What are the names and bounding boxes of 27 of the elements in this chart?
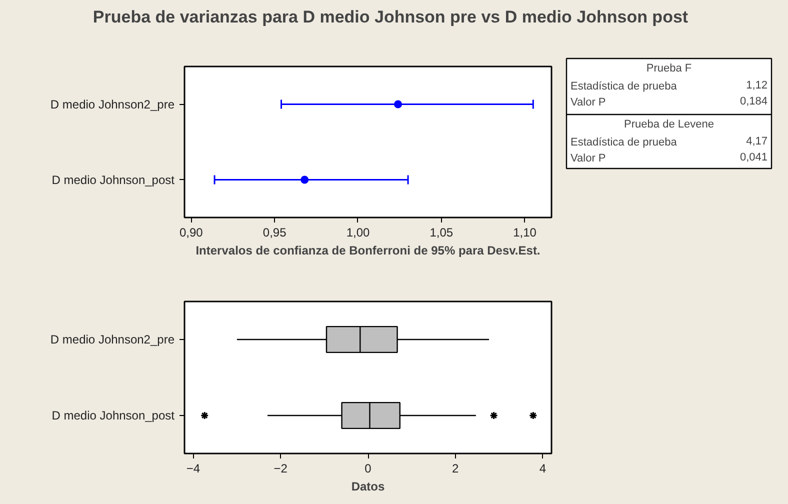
x-tick-label: −2	[274, 462, 288, 476]
x-tick-label: 4	[539, 462, 546, 476]
text: Prueba de Levene	[624, 118, 714, 130]
text: Prueba F	[646, 62, 692, 74]
text: 0,184	[740, 96, 768, 108]
text: 0,041	[740, 152, 768, 164]
x-tick-label: 1,00	[346, 226, 370, 240]
text: Valor P	[570, 96, 606, 108]
x-tick-label: −4	[186, 462, 200, 476]
y-tick-label: D medio Johnson_post	[52, 408, 176, 422]
x-axis-title: Datos	[351, 480, 385, 494]
x-tick-label: 0,90	[179, 226, 204, 240]
text: Estadística de prueba	[570, 136, 678, 148]
text: 1,12	[746, 80, 768, 92]
x-tick-label: 1,05	[430, 226, 454, 240]
text: Estadística de prueba	[570, 80, 678, 92]
x-tick-label: 1,10	[513, 226, 537, 240]
text: Valor P	[570, 152, 606, 164]
chart-title: Prueba de varianzas para D medio Johnson pre vs D medio Johnson post	[92, 8, 688, 26]
y-tick-label: D medio Johnson_post	[52, 172, 176, 187]
x-tick-label: 0,95	[262, 226, 287, 240]
x-tick-label: 0	[364, 462, 372, 476]
y-tick-label: D medio Johnson2_pre	[50, 97, 175, 112]
text: 4,17	[746, 136, 768, 148]
x-axis-title: Intervalos de confianza de Bonferroni de 95% para Desv.Est.	[196, 244, 540, 258]
x-tick-label: 2	[452, 462, 460, 476]
y-tick-label: D medio Johnson2_pre	[50, 332, 175, 346]
